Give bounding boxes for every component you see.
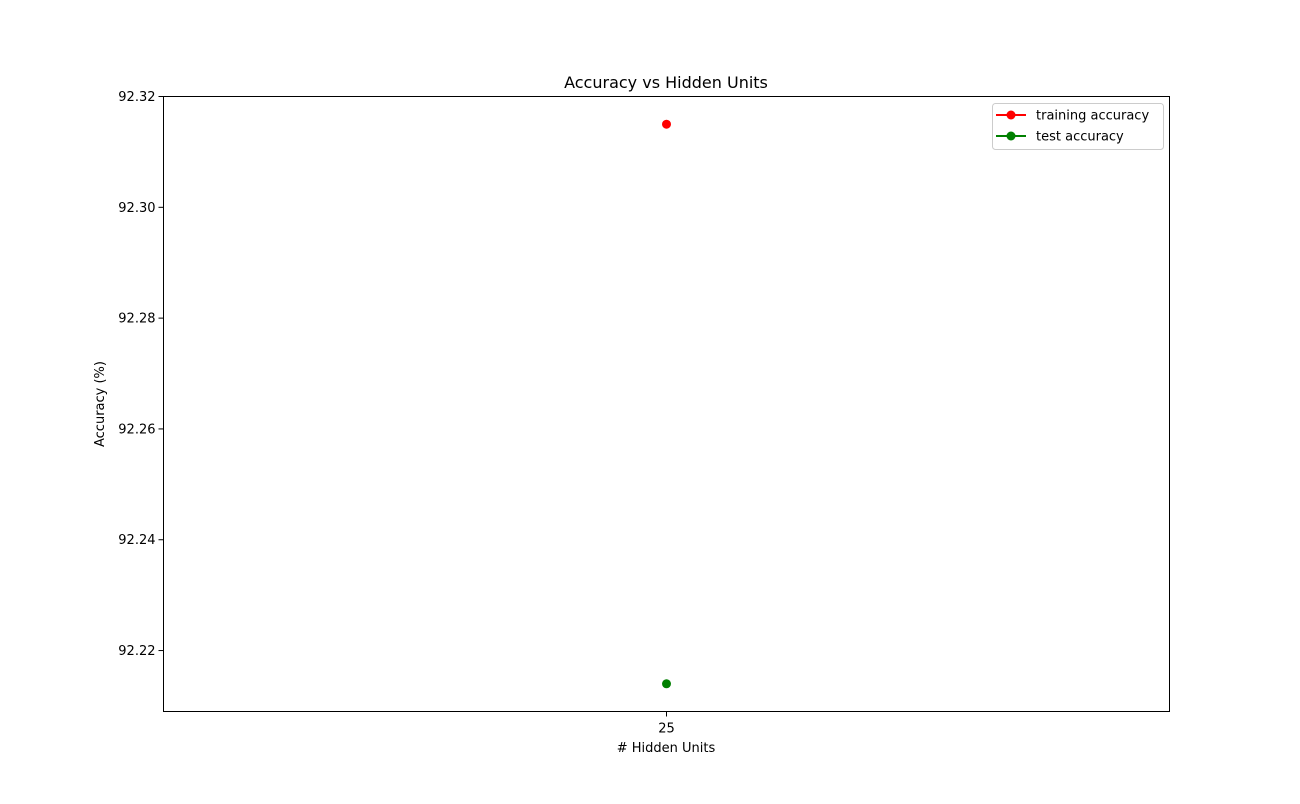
y-tick-label: 92.24 (118, 533, 155, 548)
y-tick-label: 92.28 (118, 312, 155, 327)
y-tick-label: 92.22 (118, 644, 155, 659)
y-tick-label: 92.32 (118, 90, 155, 105)
chart-title: Accuracy vs Hidden Units (564, 73, 768, 92)
y-axis: 92.22 92.24 92.26 92.28 92.30 92.32 (118, 90, 164, 659)
x-axis: 25 (658, 711, 675, 737)
legend-marker-training-accuracy (1006, 110, 1016, 120)
legend-marker-test-accuracy (1006, 131, 1016, 141)
plot-frame (163, 96, 1170, 712)
test-accuracy-point (662, 679, 671, 689)
x-tick-label: 25 (658, 722, 675, 737)
plot-area (662, 119, 671, 689)
legend-label-test-accuracy: test accuracy (1036, 130, 1124, 145)
legend-label-training-accuracy: training accuracy (1036, 109, 1149, 124)
training-accuracy-point (662, 119, 671, 129)
y-axis-label: Accuracy (%) (93, 361, 108, 447)
y-tick-label: 92.26 (118, 422, 155, 437)
y-tick-label: 92.30 (118, 201, 155, 216)
legend-frame (992, 103, 1164, 150)
legend: training accuracy test accuracy (992, 103, 1164, 150)
x-axis-label: # Hidden Units (617, 741, 716, 756)
